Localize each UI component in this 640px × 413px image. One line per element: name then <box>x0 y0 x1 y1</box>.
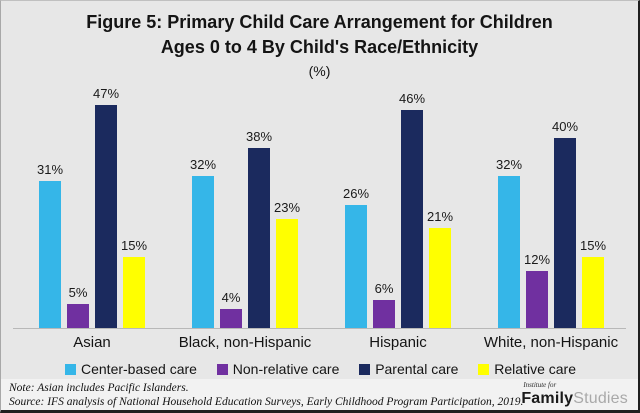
bar-wrap-relative-care: 15% <box>580 238 606 328</box>
bar-relative-care-asian: 15% <box>121 238 147 328</box>
legend-label: Center-based care <box>81 361 197 377</box>
bar-parental-care-black-non-hispanic: 38% <box>246 129 272 328</box>
x-axis-line <box>13 328 626 329</box>
bar-wrap-relative-care: 21% <box>427 209 453 328</box>
bar-value-label: 23% <box>273 200 301 215</box>
legend-item-relative-care: Relative care <box>478 361 576 377</box>
bars-white-non-hispanic: 32% 12% 40% 15% <box>496 86 606 328</box>
chart-title-block: Figure 5: Primary Child Care Arrangement… <box>1 10 638 79</box>
bar-value-label: 12% <box>523 252 551 267</box>
bar-value-label: 4% <box>221 290 241 305</box>
bar-value-label: 6% <box>374 281 394 296</box>
bar-group-black-non-hispanic: 32% 4% 38% 23% Black, non-Hispanic <box>179 86 312 351</box>
ifs-logo: Institute for FamilyStudies <box>521 382 628 407</box>
bar-center-based-care-black-non-hispanic: 32% <box>190 157 216 328</box>
bar-value-label: 38% <box>245 129 273 144</box>
bar-non-relative-care-white-non-hispanic: 12% <box>524 252 550 328</box>
bar-center-based-care-hispanic: 26% <box>343 186 369 328</box>
bar-parental-care-white-non-hispanic: 40% <box>552 119 578 328</box>
legend-swatch-icon <box>216 363 228 375</box>
bar-wrap-relative-care: 15% <box>121 238 147 328</box>
logo-family-studies-text: FamilyStudies <box>521 391 628 407</box>
bar-non-relative-care-black-non-hispanic: 4% <box>220 290 242 328</box>
logo-studies-text: Studies <box>573 390 628 407</box>
bar-relative-care-black-non-hispanic: 23% <box>274 200 300 328</box>
bar-wrap-non-relative-care: 12% <box>524 252 550 328</box>
legend-item-parental-care: Parental care <box>359 361 458 377</box>
bar-wrap-center-based-care: 32% <box>496 157 522 328</box>
bar-value-label: 32% <box>189 157 217 172</box>
note-text: Note: Asian includes Pacific Islanders. <box>9 382 189 394</box>
bar-group-hispanic: 26% 6% 46% 21% Hispanic <box>343 86 453 351</box>
legend-swatch-icon <box>65 363 76 375</box>
bar-value-label: 40% <box>551 119 579 134</box>
legend-item-center-based-care: Center-based care <box>65 361 197 377</box>
bar-parental-care-hispanic: 46% <box>399 91 425 328</box>
bar-wrap-non-relative-care: 6% <box>373 281 395 328</box>
category-label-white-non-hispanic: White, non-Hispanic <box>483 334 619 351</box>
legend-swatch-icon <box>478 363 490 375</box>
footer: Note: Asian includes Pacific Islanders. … <box>1 379 638 410</box>
logo-family-text: Family <box>521 390 574 407</box>
bar-value-label: 15% <box>579 238 607 253</box>
bars-hispanic: 26% 6% 46% 21% <box>343 86 453 328</box>
bar-wrap-center-based-care: 26% <box>343 186 369 328</box>
bar-non-relative-care-hispanic: 6% <box>373 281 395 328</box>
legend-label: Non-relative care <box>232 361 340 377</box>
chart-subtitle-percent: (%) <box>308 63 331 79</box>
bar-parental-care-asian: 47% <box>93 86 119 328</box>
bar-relative-care-white-non-hispanic: 15% <box>580 238 606 328</box>
bar-wrap-parental-care: 46% <box>399 91 425 328</box>
bar-non-relative-care-asian: 5% <box>67 285 89 328</box>
category-label-black-non-hispanic: Black, non-Hispanic <box>178 334 312 351</box>
chart-title-line-1: Figure 5: Primary Child Care Arrangement… <box>86 12 553 32</box>
logo-institute-for-text: Institute for <box>523 381 557 389</box>
bar-value-label: 26% <box>342 186 370 201</box>
bar-wrap-non-relative-care: 5% <box>67 285 89 328</box>
bar-relative-care-hispanic: 21% <box>427 209 453 328</box>
chart-legend: Center-based care Non-relative care Parent… <box>1 358 638 380</box>
bar-group-white-non-hispanic: 32% 12% 40% 15% White, non-Hispanic <box>484 86 618 351</box>
bar-value-label: 47% <box>92 86 120 101</box>
bar-wrap-parental-care: 47% <box>93 86 119 328</box>
category-label-asian: Asian <box>73 334 111 351</box>
legend-label: Parental care <box>375 361 459 377</box>
bars-black-non-hispanic: 32% 4% 38% 23% <box>190 86 300 328</box>
bars-asian: 31% 5% 47% 15% <box>37 86 147 328</box>
legend-swatch-icon <box>359 363 371 375</box>
bar-value-label: 15% <box>120 238 148 253</box>
source-text: Source: IFS analysis of National Househo… <box>9 396 524 408</box>
bar-wrap-center-based-care: 31% <box>37 162 63 328</box>
bar-center-based-care-white-non-hispanic: 32% <box>496 157 522 328</box>
legend-item-non-relative-care: Non-relative care <box>216 361 340 377</box>
bar-center-based-care-asian: 31% <box>37 162 63 328</box>
bar-wrap-center-based-care: 32% <box>190 157 216 328</box>
bar-value-label: 21% <box>426 209 454 224</box>
plot-area: 31% 5% 47% 15% Asian 32% 4% 38% 23% Black, non-Hi… <box>1 86 638 351</box>
legend-label: Relative care <box>494 361 576 377</box>
bar-value-label: 31% <box>36 162 64 177</box>
bar-wrap-non-relative-care: 4% <box>220 290 242 328</box>
bar-wrap-parental-care: 40% <box>552 119 578 328</box>
bar-value-label: 32% <box>495 157 523 172</box>
bar-value-label: 5% <box>68 285 88 300</box>
bar-value-label: 46% <box>398 91 426 106</box>
bar-wrap-relative-care: 23% <box>274 200 300 328</box>
bar-group-asian: 31% 5% 47% 15% Asian <box>37 86 147 351</box>
chart-title-line-2: Ages 0 to 4 By Child's Race/Ethnicity <box>160 37 479 57</box>
category-label-hispanic: Hispanic <box>369 334 427 351</box>
bar-wrap-parental-care: 38% <box>246 129 272 328</box>
